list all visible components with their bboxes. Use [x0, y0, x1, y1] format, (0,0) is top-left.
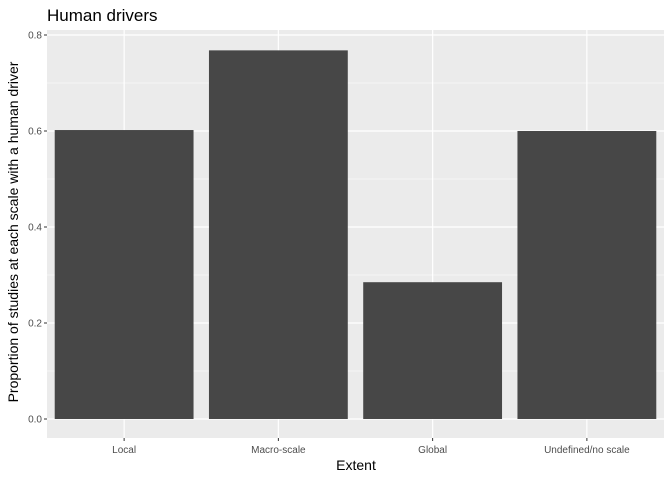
- y-tick-label: 0.8: [28, 31, 42, 42]
- bar-local: [54, 130, 194, 420]
- bars: [54, 50, 657, 420]
- y-tick-label: 0.0: [28, 415, 42, 426]
- x-axis-title: Extent: [336, 457, 376, 473]
- bar-macro-scale: [208, 50, 348, 420]
- bar-undefined-no-scale: [517, 131, 657, 419]
- y-axis-title: Proportion of studies at each scale with…: [5, 61, 21, 402]
- x-tick-label: Macro-scale: [251, 445, 306, 456]
- x-tick-label: Undefined/no scale: [544, 445, 630, 456]
- y-tick-label: 0.4: [28, 223, 42, 234]
- chart-title: Human drivers: [47, 6, 158, 25]
- y-axis: 0.0 0.2 0.4 0.6 0.8: [28, 31, 47, 426]
- bar-global: [363, 282, 503, 419]
- y-tick-label: 0.6: [28, 127, 42, 138]
- y-tick-label: 0.2: [28, 319, 42, 330]
- x-tick-label: Local: [112, 445, 136, 456]
- x-tick-label: Global: [418, 445, 447, 456]
- x-axis: Local Macro-scale Global Undefined/no scale: [112, 438, 630, 456]
